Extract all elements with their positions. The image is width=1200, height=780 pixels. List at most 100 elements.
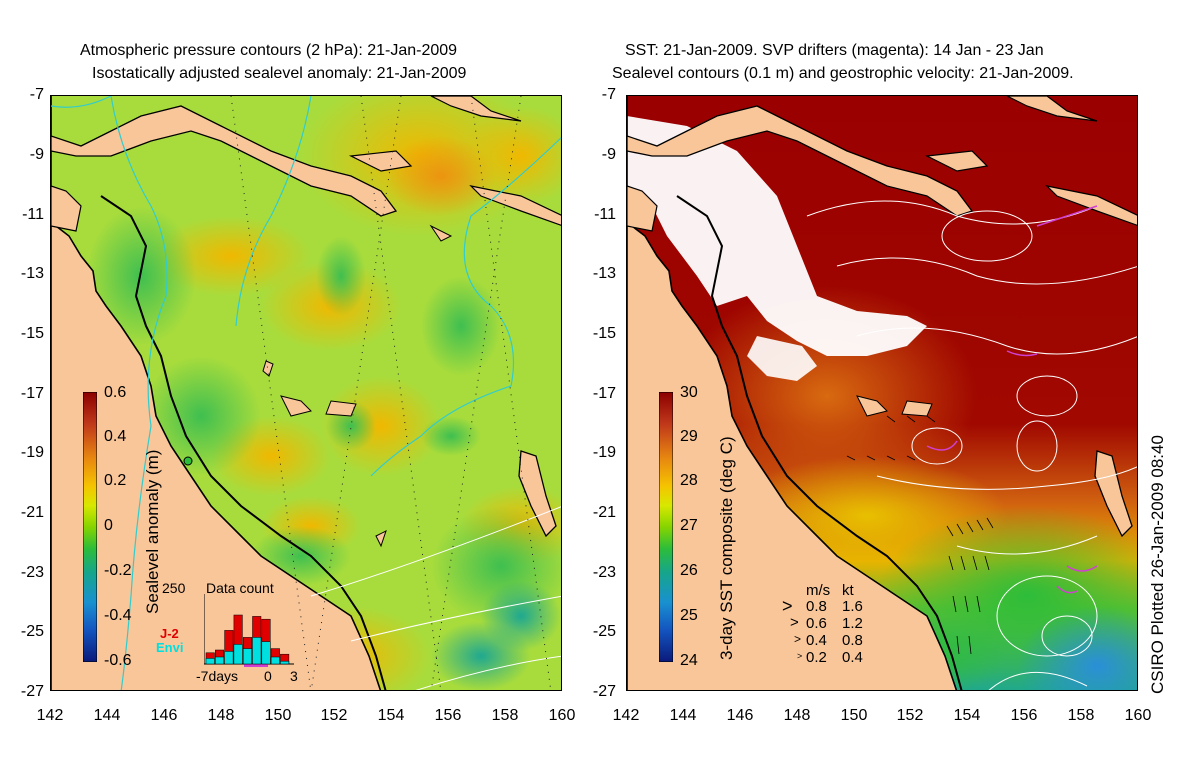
sealevel-anomaly-map [50,95,562,691]
data-count-bar-envi [270,656,280,665]
colorbar-tick: 24 [680,652,698,669]
velocity-ms: 0.6 [806,615,827,632]
data-count-bar-envi [261,641,271,665]
lon-tick: 156 [1010,707,1038,724]
sst-colorbar-ramp [659,392,673,662]
pressure-contour-2 [235,96,312,327]
pressure-contour-1 [110,96,168,690]
pressure-contour-3 [370,137,561,477]
land-new-caledonia [518,450,557,538]
colorbar-tick: 0.4 [104,428,127,445]
drifter-tracks [926,205,1098,594]
lat-tick: -7 [29,86,44,103]
data-count-x-start: -7days [196,668,239,684]
colorbar-tick: -0.6 [104,652,132,669]
lon-tick: 154 [953,707,981,724]
lat-tick: -11 [594,206,616,223]
right-title-line2: Sealevel contours (0.1 m) and geostrophi… [612,65,1074,82]
lon-tick: 160 [548,707,576,724]
data-count-bar-envi [233,644,243,665]
colorbar-tick: 26 [680,562,698,579]
data-count-bar-envi [242,648,252,665]
land-australia [51,96,382,690]
data-count-title: Data count [206,580,274,596]
colorbar-tick: 0.2 [104,472,127,489]
sealevel-colorbar-ramp [83,392,97,662]
velocity-kt: 1.2 [842,615,863,632]
data-count-bar-envi [205,658,215,665]
lat-tick: -21 [20,504,44,521]
arrow-glyph-icon: > [797,651,803,661]
colorbar-tick: 0.6 [104,384,127,401]
land-new-caledonia-right [1094,450,1133,538]
colorbar-tick: 25 [680,607,698,624]
lon-tick: 150 [264,707,292,724]
left-title-line1: Atmospheric pressure contours (2 hPa): 2… [80,42,458,59]
velocity-kt: 1.6 [842,598,863,615]
lat-tick: -25 [592,623,616,640]
lat-tick: -13 [592,265,616,282]
mission-j2-label: J-2 [160,626,179,641]
colorbar-tick: 29 [680,428,698,445]
data-count-x-zero: 0 [264,668,272,684]
data-count-bar-envi [280,660,290,665]
lat-tick: -23 [20,564,44,581]
lat-tick: -25 [20,623,44,640]
lat-tick: -19 [592,444,616,461]
right-title-line1: SST: 21-Jan-2009. SVP drifters (magenta)… [625,42,1044,59]
velocity-ms: 0.4 [806,632,827,649]
colorbar-tick: 30 [680,384,698,401]
colorbar-tick: -0.2 [104,562,132,579]
colorbar-tick: 0 [104,517,113,534]
land-new-guinea-right [627,96,974,217]
lon-tick: 152 [320,707,348,724]
lon-tick: 160 [1124,707,1152,724]
colorbar-title: 3-day SST composite (deg C) [717,436,736,660]
lon-tick: 146 [150,707,178,724]
lat-tick: -17 [20,385,44,402]
colorbar-tick: 28 [680,472,698,489]
credit-text: CSIRO Plotted 26-Jan-2009 08:40 [1148,435,1167,694]
velocity-kt: 0.8 [842,632,863,649]
velocity-ms: 0.2 [806,649,827,666]
arrow-glyph-icon: > [782,596,793,616]
lat-tick: -23 [592,564,616,581]
data-count-bar-envi [252,637,262,665]
lat-tick: -9 [601,146,616,163]
colorbar-title: Sealevel anomaly (m) [143,449,162,614]
lat-tick: -17 [592,385,616,402]
lat-tick: -11 [22,206,44,223]
lon-tick: 154 [377,707,405,724]
data-count-bars [204,594,294,667]
shelf-contour [100,195,387,690]
lat-tick: -9 [29,146,44,163]
velocity-kt: 0.4 [842,649,863,666]
lat-tick: -19 [20,444,44,461]
lat-tick: -21 [592,504,616,521]
lon-tick: 152 [896,707,924,724]
lon-tick: 148 [207,707,235,724]
lon-tick: 146 [726,707,754,724]
cloud-mask [627,116,927,356]
lon-tick: 150 [840,707,868,724]
lat-tick: -15 [592,325,616,342]
lon-tick: 158 [1067,707,1095,724]
arrow-glyph-icon: > [794,632,802,646]
arrow-glyph-icon: > [790,614,799,631]
sst-map [626,95,1138,691]
data-count-ymax: 250 [162,580,186,596]
velocity-ms: 0.8 [806,598,827,615]
data-count-bar-envi [215,656,225,665]
lon-tick: 144 [669,707,697,724]
land-new-guinea [51,96,398,217]
colorbar-tick: 27 [680,517,698,534]
lon-tick: 142 [612,707,640,724]
data-count-bar-envi [224,651,234,665]
lat-tick: -27 [20,683,44,700]
lat-tick: -27 [592,683,616,700]
lon-tick: 144 [93,707,121,724]
lat-tick: -13 [20,265,44,282]
lat-tick: -7 [601,86,616,103]
mission-envi-label: Envi [156,640,184,655]
velocity-header-ms: m/s [806,582,831,599]
